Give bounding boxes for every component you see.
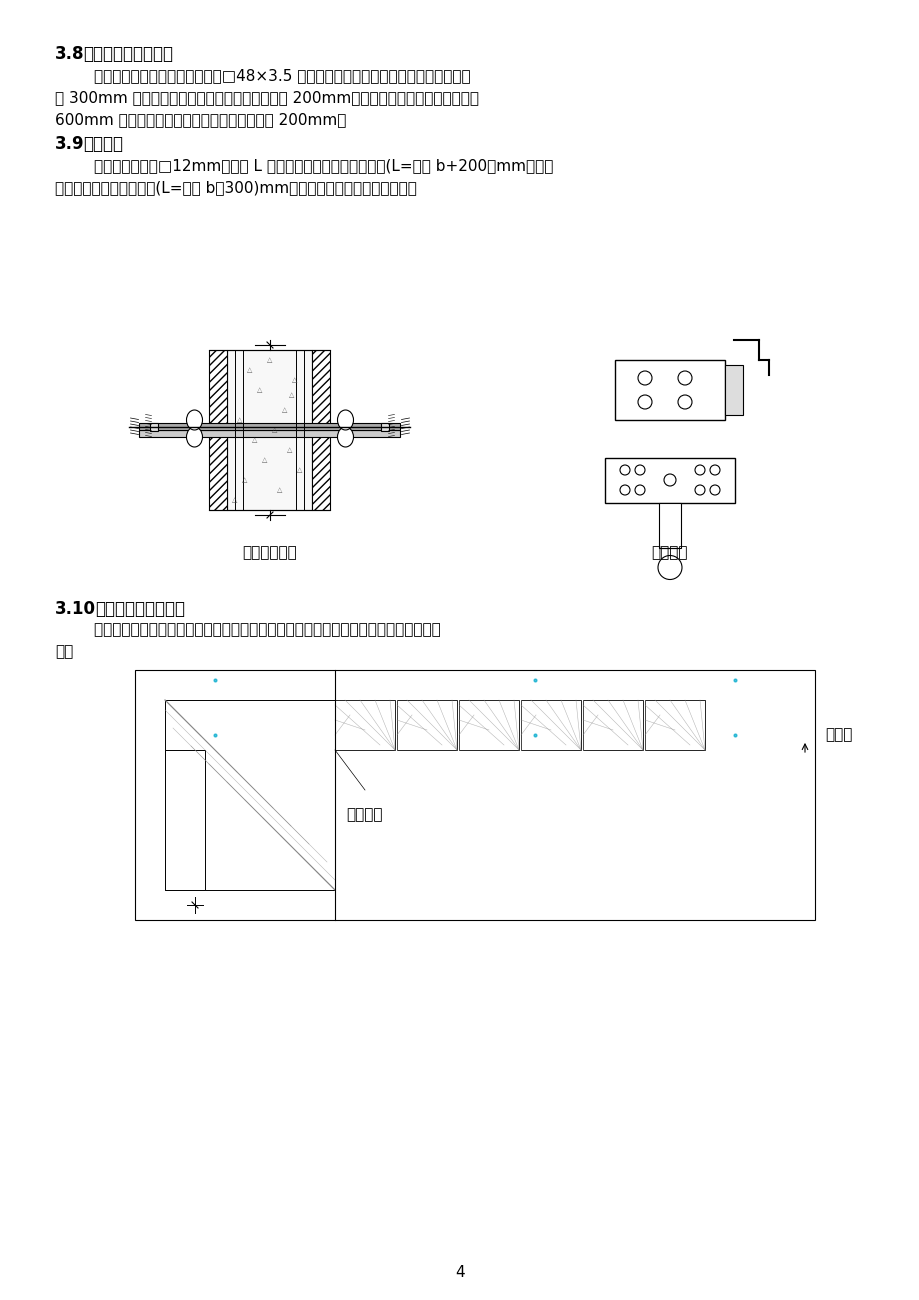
Text: 剪力墙模板加固作法: 剪力墙模板加固作法: [83, 46, 173, 62]
Text: 4: 4: [455, 1265, 464, 1280]
Bar: [459, 699, 518, 750]
Text: △: △: [237, 417, 243, 422]
Bar: [381, 422, 389, 430]
Circle shape: [619, 485, 630, 495]
Bar: [724, 365, 743, 415]
Circle shape: [619, 465, 630, 474]
Text: △: △: [282, 407, 288, 413]
Bar: [210, 350, 227, 510]
Text: △: △: [247, 367, 253, 373]
Text: △: △: [277, 488, 282, 493]
Circle shape: [709, 485, 720, 495]
Bar: [658, 503, 680, 547]
Circle shape: [664, 474, 675, 486]
Circle shape: [694, 465, 704, 474]
Text: 距 300mm 一道，左右端部悬臂部分长度不得大于 200mm；沿水平方向上布置的钢管间距: 距 300mm 一道，左右端部悬臂部分长度不得大于 200mm；沿水平方向上布置…: [55, 90, 479, 105]
Ellipse shape: [337, 426, 353, 447]
Text: △: △: [287, 447, 292, 452]
Circle shape: [637, 395, 652, 410]
Text: 配板时从窗口边开始配置标准板，有非标准板时配置在墙体的阴（阳）角处。如下图所: 配板时从窗口边开始配置标准板，有非标准板时配置在墙体的阴（阳）角处。如下图所: [55, 621, 440, 637]
Text: △: △: [297, 467, 302, 473]
Bar: [335, 699, 394, 750]
Text: △: △: [292, 377, 298, 384]
Text: △: △: [262, 458, 267, 463]
Text: △: △: [233, 497, 237, 503]
Text: 于竖直方向钢管加固时为(L=墙厚 b＋300)mm。对拉螺栓使用示意图见图五。: 于竖直方向钢管加固时为(L=墙厚 b＋300)mm。对拉螺栓使用示意图见图五。: [55, 179, 416, 195]
Bar: [165, 699, 335, 891]
Bar: [227, 350, 312, 510]
Ellipse shape: [187, 426, 202, 447]
Bar: [397, 699, 457, 750]
Bar: [140, 422, 400, 430]
Text: △: △: [272, 426, 278, 433]
Bar: [312, 350, 330, 510]
Circle shape: [677, 370, 691, 385]
Bar: [135, 670, 814, 920]
Text: 非标准板: 非标准板: [346, 807, 383, 823]
Bar: [151, 422, 158, 430]
Text: 600mm 一道，上下端部悬臂部分长度不得大于 200mm。: 600mm 一道，上下端部悬臂部分长度不得大于 200mm。: [55, 112, 346, 127]
Circle shape: [637, 370, 652, 385]
Bar: [165, 750, 205, 890]
Text: △: △: [257, 387, 263, 393]
Circle shape: [657, 555, 681, 580]
Bar: [140, 430, 400, 437]
Text: 剪力墙模板加固纵横方向均采用□48×3.5 双钢管，沿竖直方向布置的钢管在里层，间: 剪力墙模板加固纵横方向均采用□48×3.5 双钢管，沿竖直方向布置的钢管在里层，…: [55, 68, 471, 83]
Text: 3.8: 3.8: [55, 46, 85, 62]
Bar: [644, 699, 704, 750]
Text: △: △: [252, 437, 257, 443]
Text: △: △: [242, 477, 247, 484]
Bar: [520, 699, 581, 750]
Ellipse shape: [337, 410, 353, 430]
Circle shape: [634, 485, 644, 495]
Text: 对拉螺栓: 对拉螺栓: [83, 135, 123, 153]
Text: △: △: [267, 358, 272, 363]
Text: 标准板: 标准板: [824, 728, 851, 742]
Bar: [583, 699, 642, 750]
Text: 对拉螺栓直径为□12mm，长度 L 当用于水平方向钢管加固时为(L=墙厚 b+200）mm，当用: 对拉螺栓直径为□12mm，长度 L 当用于水平方向钢管加固时为(L=墙厚 b+2…: [55, 159, 552, 173]
Text: 普通对拉螺栓: 普通对拉螺栓: [243, 545, 297, 560]
Text: 3.9: 3.9: [55, 135, 85, 153]
Text: 3.10: 3.10: [55, 601, 96, 618]
Circle shape: [709, 465, 720, 474]
Text: 窗口处模板配板原则: 窗口处模板配板原则: [95, 601, 185, 618]
Bar: [605, 458, 734, 503]
Circle shape: [677, 395, 691, 410]
Circle shape: [694, 485, 704, 495]
Text: 连接铁件: 连接铁件: [651, 545, 687, 560]
Text: △: △: [289, 393, 294, 398]
Text: 示：: 示：: [55, 644, 74, 659]
Circle shape: [634, 465, 644, 474]
Bar: [614, 360, 724, 420]
Ellipse shape: [187, 410, 202, 430]
